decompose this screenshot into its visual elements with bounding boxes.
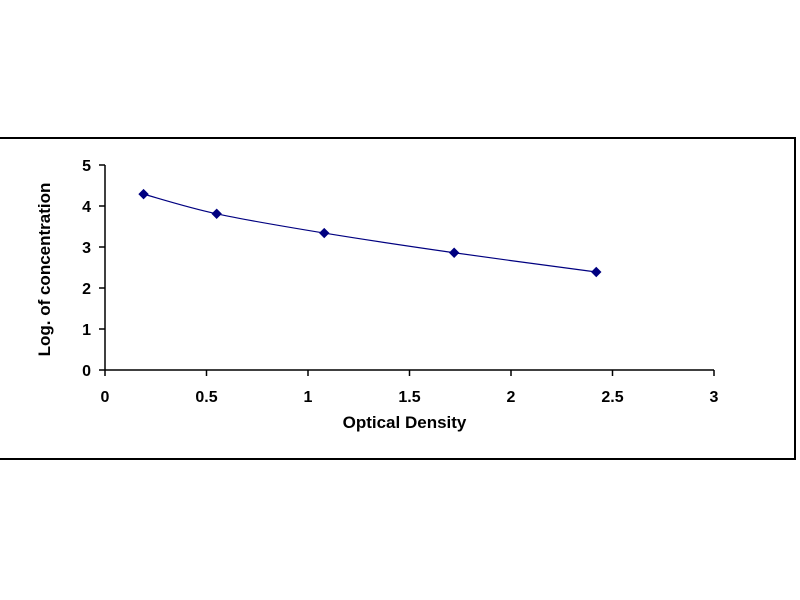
data-point [448,247,460,258]
axes: 0 1 2 3 4 5 0 0.5 1 1.5 2 2.5 3 [82,158,718,406]
data-point [211,208,222,219]
y-axis-title: Log. of concentration [35,183,54,357]
data-point [319,227,330,239]
x-tick-label: 2 [507,389,516,406]
y-tick-label: 0 [82,363,91,380]
y-tick-label: 4 [82,199,91,216]
series-line [143,193,597,273]
chart-frame [0,137,796,460]
y-tick-label: 5 [82,158,91,175]
x-tick-label: 3 [710,389,719,406]
x-tick-label: 0 [101,389,110,406]
x-tick-label: 1 [304,389,313,406]
y-tick-label: 3 [82,240,91,257]
data-point [591,266,602,278]
y-tick-label: 2 [82,281,91,298]
x-tick-label: 2.5 [601,389,623,406]
data-point [138,188,149,200]
y-tick-label: 1 [82,322,91,339]
x-tick-label: 0.5 [195,389,217,406]
x-tick-label: 1.5 [398,389,420,406]
series-layer [138,188,602,278]
x-axis-title: Optical Density [343,413,467,432]
